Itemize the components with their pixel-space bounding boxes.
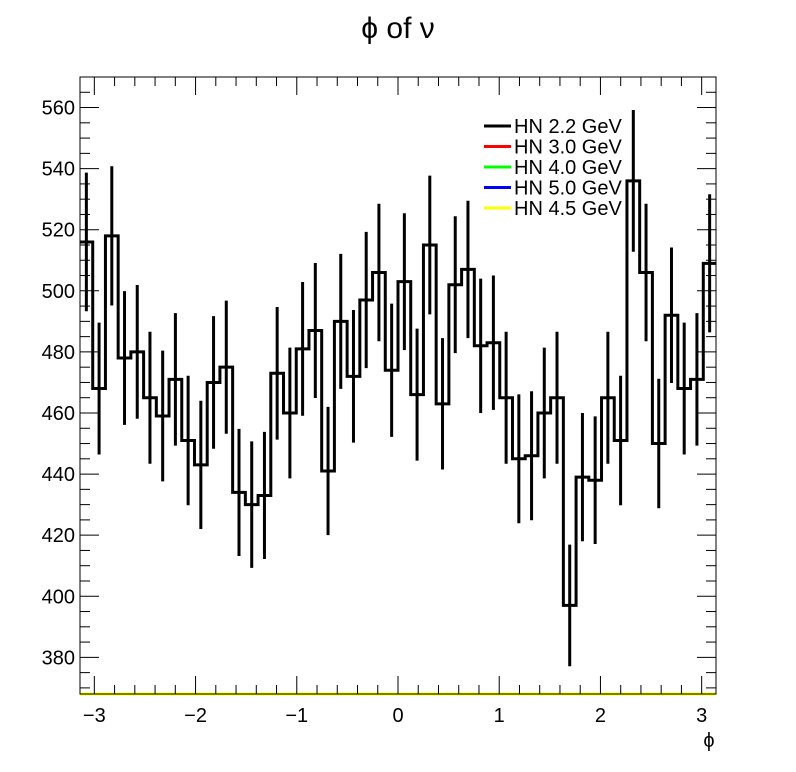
x-tick-label: 3 <box>696 705 707 727</box>
y-tick-label: 420 <box>42 525 75 547</box>
x-tick-label: −2 <box>184 705 207 727</box>
x-tick-label: 2 <box>595 705 606 727</box>
y-tick-label: 440 <box>42 464 75 486</box>
plot-area <box>80 109 716 696</box>
legend-label-0: HN 2.2 GeV <box>514 116 622 138</box>
legend-label-2: HN 4.0 GeV <box>514 157 622 179</box>
y-tick-label: 540 <box>42 159 75 181</box>
x-axis-label: ϕ <box>703 730 714 752</box>
y-tick-label: 380 <box>42 647 75 669</box>
axes: −3 −2 −1 0 1 2 3 380 400 420 440 460 480 500 520 540 560 <box>42 76 716 727</box>
y-tick-label: 400 <box>42 586 75 608</box>
legend-label-3: HN 5.0 GeV <box>514 178 622 200</box>
x-tick-label: −1 <box>285 705 308 727</box>
y-tick-label: 500 <box>42 281 75 303</box>
chart-title: ϕ of ν <box>361 12 435 45</box>
legend-label-4: HN 4.5 GeV <box>514 198 622 220</box>
y-tick-label: 560 <box>42 98 75 120</box>
y-tick-label: 520 <box>42 220 75 242</box>
legend-label-1: HN 3.0 GeV <box>514 137 622 159</box>
y-tick-label: 460 <box>42 403 75 425</box>
x-tick-label: 1 <box>494 705 505 727</box>
x-tick-label: 0 <box>392 705 403 727</box>
y-tick-label: 480 <box>42 342 75 364</box>
x-tick-label: −3 <box>83 705 106 727</box>
